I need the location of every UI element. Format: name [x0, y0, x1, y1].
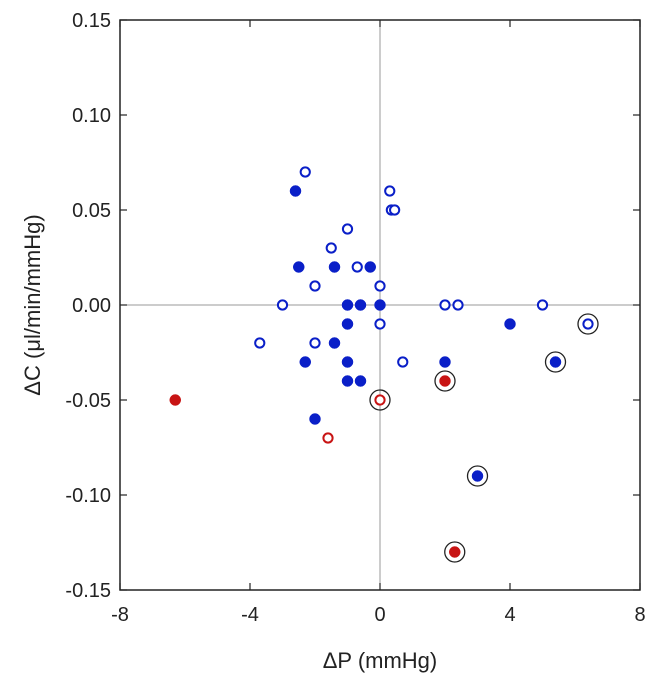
blue-filled-point [299, 356, 311, 368]
blue-filled-point [328, 337, 341, 349]
blue-filled-point [354, 375, 367, 387]
blue-filled-point [341, 299, 354, 311]
blue-filled-point [439, 356, 451, 368]
highlight-ring [577, 313, 599, 335]
blue-filled-point [471, 470, 484, 482]
highlight-ring [434, 370, 456, 392]
blue-filled-point [341, 356, 354, 368]
blue-filled-point [364, 261, 376, 273]
y-tick-label: 0.00 [72, 295, 111, 317]
data-points [169, 166, 599, 563]
red-open-point [374, 394, 386, 406]
highlight-ring [466, 465, 489, 487]
blue-open-point [384, 185, 396, 197]
red-open-point [322, 432, 334, 444]
blue-open-point [325, 242, 337, 254]
blue-open-point [452, 299, 464, 311]
y-tick-label: 0.10 [72, 105, 111, 127]
red-filled-point [449, 546, 461, 558]
x-axis-label: ΔP (mmHg) [323, 648, 438, 673]
y-axis-label: ΔC (μl/min/mmHg) [20, 214, 45, 395]
red-filled-point [169, 394, 181, 406]
y-tick-label: -0.05 [65, 390, 111, 412]
blue-open-point [439, 299, 451, 311]
x-tick-label: -8 [111, 604, 129, 626]
x-tick-label: 0 [374, 604, 385, 626]
blue-filled-point [374, 299, 386, 311]
blue-filled-point [293, 261, 305, 273]
blue-open-point [397, 356, 409, 368]
blue-open-point [389, 204, 401, 216]
blue-open-point [351, 261, 363, 273]
tick-labels: -8 -4 0 4 8 0.15 0.10 0.05 0.00 -0.05 -0.10 -0.15 [65, 10, 645, 626]
highlight-ring [369, 389, 391, 411]
blue-open-point [309, 280, 321, 292]
blue-filled-point [289, 185, 302, 197]
highlight-ring [544, 351, 567, 373]
blue-open-point [276, 299, 289, 311]
x-tick-label: -4 [241, 604, 259, 626]
blue-filled-point [328, 261, 341, 273]
blue-filled-point [341, 318, 354, 330]
y-tick-label: -0.10 [65, 485, 111, 507]
blue-open-point [536, 299, 549, 311]
blue-open-point [309, 337, 321, 349]
x-tick-label: 8 [634, 604, 645, 626]
red-filled-point [439, 375, 451, 387]
blue-filled-point [354, 299, 367, 311]
y-tick-label: 0.15 [72, 10, 111, 32]
blue-open-point [299, 166, 311, 178]
blue-open-point [374, 318, 386, 330]
axis-ticks [119, 19, 641, 591]
y-tick-label: -0.15 [65, 580, 111, 602]
blue-open-point [582, 318, 594, 330]
blue-filled-point [549, 356, 562, 368]
blue-open-point [254, 337, 266, 349]
blue-filled-point [504, 318, 516, 330]
highlight-ring [444, 541, 466, 563]
y-tick-label: 0.05 [72, 200, 111, 222]
blue-filled-point [309, 413, 321, 425]
blue-filled-point [341, 375, 354, 387]
blue-open-point [341, 223, 354, 235]
x-tick-label: 4 [504, 604, 515, 626]
blue-open-point [374, 280, 386, 292]
